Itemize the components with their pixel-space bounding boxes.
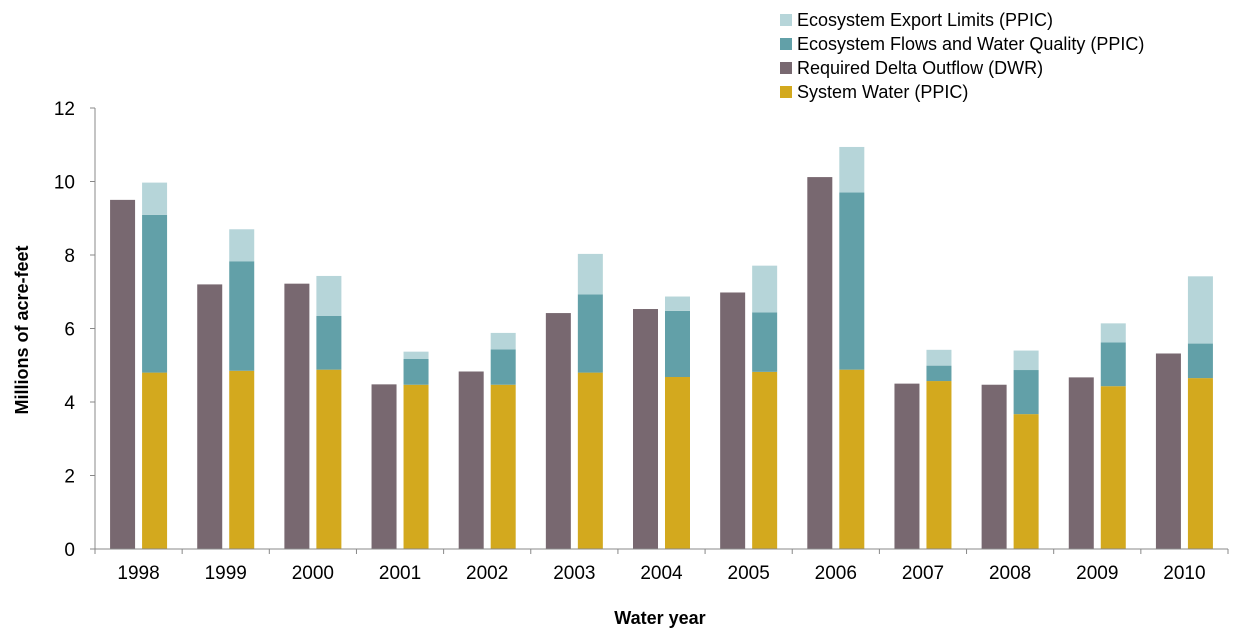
x-tick-label: 1998 [117,563,159,584]
bar-ecosystem-export-limits [403,351,429,360]
x-tick-label: 2003 [553,563,595,584]
bar-system-water [403,384,429,549]
bar-ecosystem-flows-and-water-quality [490,349,516,385]
bar-required-delta-outflow [981,384,1007,549]
bar-ecosystem-export-limits [1187,276,1213,344]
x-tick-label: 2008 [989,563,1031,584]
bar-ecosystem-export-limits [490,332,516,350]
x-tick-label: 2007 [902,563,944,584]
x-tick-label: 2010 [1163,563,1205,584]
bar-system-water [752,371,778,549]
bar-system-water [926,381,952,549]
x-tick-label: 1999 [205,563,247,584]
bar-system-water [229,370,255,549]
bar-ecosystem-flows-and-water-quality [665,310,690,378]
x-tick-label: 2006 [815,563,857,584]
bar-ecosystem-flows-and-water-quality [926,365,952,382]
legend-swatch [780,38,792,50]
bar-system-water [1187,378,1213,549]
bar-required-delta-outflow [1068,377,1094,549]
bar-system-water [1013,414,1039,549]
y-tick-label: 4 [64,393,75,414]
x-tick-label: 2000 [292,563,334,584]
bar-system-water [665,377,690,549]
y-tick-label: 8 [64,246,75,267]
bar-system-water [839,369,865,549]
legend-label: Ecosystem Flows and Water Quality (PPIC) [797,34,1144,54]
bar-ecosystem-export-limits [229,229,255,262]
x-axis-title: Water year [614,608,705,628]
bar-ecosystem-flows-and-water-quality [403,359,429,385]
x-axis: 1998 1999 2000 2001 2002 2003 2004 2005 2006 2007… [94,548,1229,584]
bar-ecosystem-export-limits [1100,323,1126,343]
bar-required-delta-outflow [284,283,310,549]
bar-required-delta-outflow [371,384,397,549]
y-axis-title: Millions of acre-feet [12,245,32,414]
bar-ecosystem-flows-and-water-quality [752,312,778,372]
legend-label: Ecosystem Export Limits (PPIC) [797,10,1053,30]
bar-system-water [316,369,342,549]
bar-ecosystem-export-limits [316,275,342,317]
bar-required-delta-outflow [1155,353,1181,549]
legend-swatch [780,14,792,26]
bar-ecosystem-flows-and-water-quality [142,214,168,373]
bar-ecosystem-export-limits [839,146,865,193]
bar-ecosystem-export-limits [665,296,690,311]
y-tick-label: 2 [64,467,75,488]
legend-swatch [780,86,792,98]
x-tick-label: 2005 [728,563,770,584]
y-axis: 0 2 4 6 8 10 12 [54,99,96,561]
bar-required-delta-outflow [633,309,658,549]
bar-system-water [490,384,516,549]
bar-required-delta-outflow [110,199,136,549]
y-tick-label: 0 [64,540,75,561]
x-tick-label: 2001 [379,563,421,584]
bar-ecosystem-export-limits [1013,350,1039,371]
bar-ecosystem-export-limits [926,349,952,366]
bar-required-delta-outflow [197,284,223,549]
y-tick-label: 12 [54,99,75,120]
y-tick-label: 10 [54,173,75,194]
bars [110,146,1213,549]
y-tick-label: 6 [64,320,75,341]
bar-ecosystem-export-limits [752,265,778,313]
bar-required-delta-outflow [458,371,484,549]
bar-ecosystem-flows-and-water-quality [839,192,865,370]
bar-ecosystem-flows-and-water-quality [577,294,603,373]
bar-ecosystem-export-limits [142,182,168,215]
legend: Ecosystem Export Limits (PPIC) Ecosystem … [780,10,1144,102]
bar-required-delta-outflow [807,177,833,549]
bar-required-delta-outflow [720,292,746,549]
bar-ecosystem-flows-and-water-quality [1187,343,1213,379]
bar-ecosystem-flows-and-water-quality [316,316,342,370]
legend-label: Required Delta Outflow (DWR) [797,58,1043,78]
bar-required-delta-outflow [545,313,571,549]
x-tick-label: 2002 [466,563,508,584]
bar-ecosystem-flows-and-water-quality [229,261,255,371]
bar-required-delta-outflow [894,383,920,549]
legend-swatch [780,62,792,74]
bar-ecosystem-flows-and-water-quality [1013,370,1039,415]
x-tick-label: 2009 [1076,563,1118,584]
x-tick-label: 2004 [640,563,683,584]
bar-ecosystem-export-limits [577,253,603,295]
legend-label: System Water (PPIC) [797,82,968,102]
bar-system-water [1100,386,1126,549]
bar-system-water [142,372,168,549]
bar-ecosystem-flows-and-water-quality [1100,342,1126,387]
bar-system-water [577,372,603,549]
